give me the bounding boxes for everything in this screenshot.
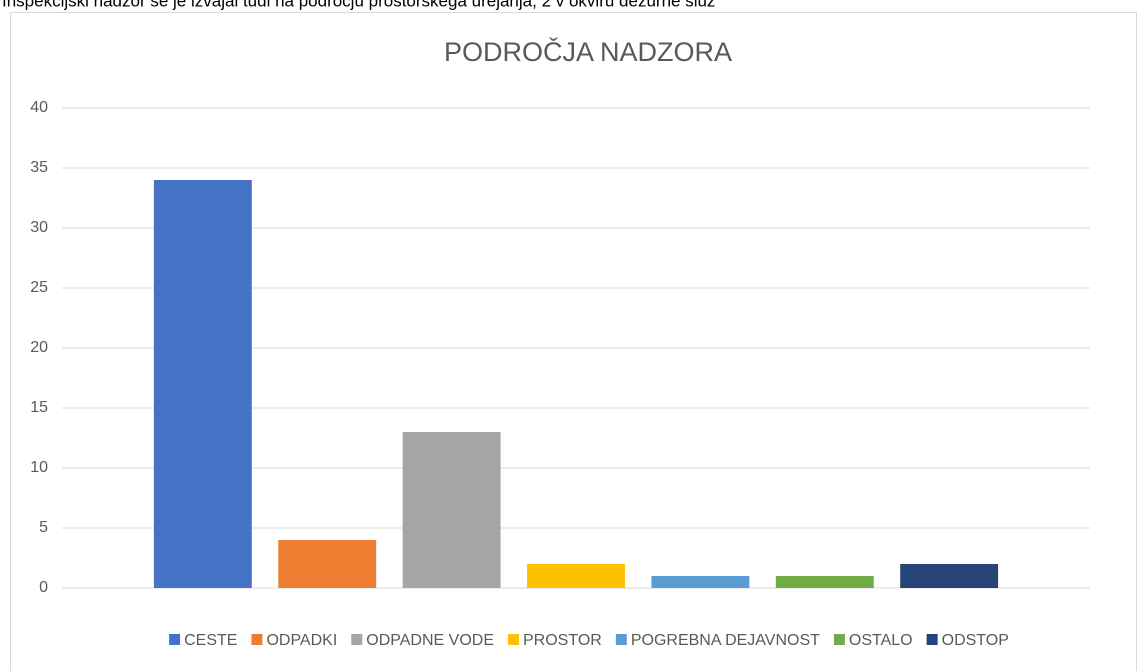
y-tick-label: 15 xyxy=(30,399,48,416)
bar xyxy=(402,432,501,588)
legend-label: ODPADNE VODE xyxy=(366,632,494,649)
y-tick-label: 5 xyxy=(39,519,48,536)
y-tick-label: 20 xyxy=(30,339,48,356)
y-tick-label: 40 xyxy=(30,99,48,116)
bar xyxy=(775,576,874,588)
legend-swatch xyxy=(926,634,938,645)
legend-swatch xyxy=(251,634,263,645)
y-tick-label: 25 xyxy=(30,279,48,296)
legend-swatch xyxy=(351,634,363,645)
chart-title: PODROČJA NADZORA xyxy=(444,36,732,67)
bar xyxy=(900,564,999,588)
legend-swatch xyxy=(833,634,845,645)
legend-label: POGREBNA DEJAVNOST xyxy=(631,632,820,649)
bar xyxy=(651,576,750,588)
y-tick-label: 0 xyxy=(39,579,48,596)
y-tick-label: 30 xyxy=(30,219,48,236)
chart-border xyxy=(10,12,1137,671)
legend-label: ODSTOP xyxy=(942,632,1009,649)
legend-swatch xyxy=(508,634,519,645)
legend-label: OSTALO xyxy=(849,632,913,649)
bar xyxy=(278,540,377,588)
legend-swatch xyxy=(615,634,627,645)
y-tick-label: 10 xyxy=(30,459,48,476)
y-tick-label: 35 xyxy=(30,159,48,176)
legend-swatch xyxy=(169,634,181,645)
legend-label: CESTE xyxy=(184,632,237,649)
bar xyxy=(527,564,625,588)
legend-label: PROSTOR xyxy=(523,632,602,649)
legend-label: ODPADKI xyxy=(266,632,337,649)
bar xyxy=(153,180,252,588)
page-text: Inšpekcijski nadzor se je izvajal tudi n… xyxy=(2,0,715,10)
